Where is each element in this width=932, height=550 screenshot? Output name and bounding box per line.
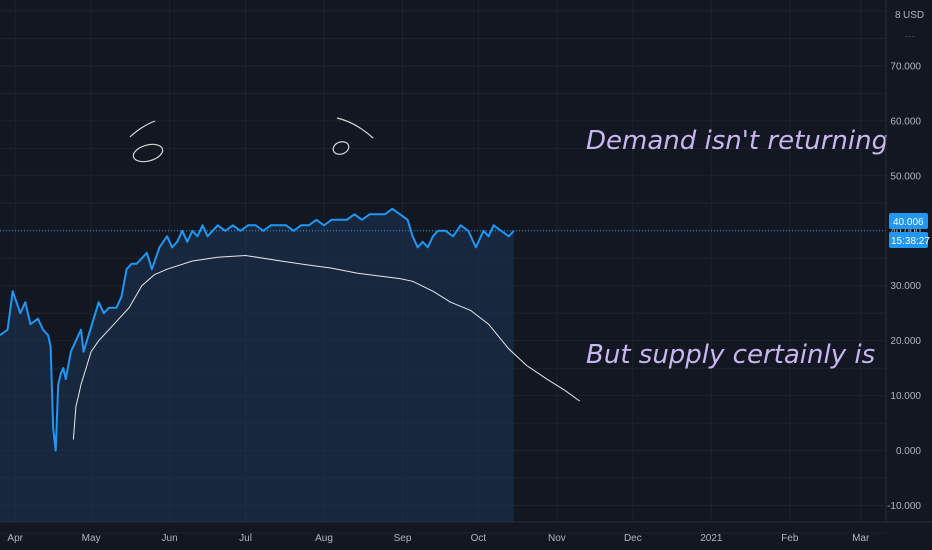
y-tick-label: 20.000 — [890, 336, 921, 347]
x-tick-label: Jun — [162, 533, 178, 544]
x-tick-label: May — [82, 533, 101, 544]
x-tick-label: Oct — [471, 533, 487, 544]
y-tick-label: 0.000 — [896, 446, 921, 457]
x-tick-label: Dec — [624, 533, 642, 544]
doodle-stroke-left — [129, 120, 156, 138]
doodle-stroke-right — [336, 117, 374, 139]
y-tick-label: 10.000 — [890, 391, 921, 402]
doodle-circle-right — [332, 141, 350, 155]
price-series-line — [0, 207, 515, 452]
last-price-badge: 40.006 — [889, 213, 928, 229]
x-tick-label: Aug — [315, 533, 333, 544]
last-price-value: 40.006 — [893, 217, 924, 228]
x-tick-label: Mar — [852, 533, 870, 544]
y-tick-label: 50.000 — [890, 171, 921, 182]
countdown-badge: 15:38:27 — [889, 232, 930, 248]
currency-prefix: 8 — [895, 10, 901, 21]
hand-drawn-doodles — [129, 117, 374, 163]
y-tick-label: 30.000 — [890, 281, 921, 292]
y-tick-label: 60.000 — [890, 116, 921, 127]
y-tick-label: 40.000 — [890, 226, 921, 237]
currency-label[interactable]: 8 USD — [895, 10, 924, 21]
last-price-badge-bg — [889, 213, 928, 229]
x-tick-label: 2021 — [700, 533, 723, 544]
more-options-icon[interactable]: ... — [905, 29, 916, 39]
x-tick-label: Feb — [781, 533, 799, 544]
currency-code: USD — [903, 10, 924, 21]
x-tick-label: Nov — [548, 533, 566, 544]
countdown-badge-bg — [889, 232, 928, 248]
y-tick-label: 70.000 — [890, 61, 921, 72]
x-tick-label: Apr — [7, 533, 23, 544]
annotation-demand: Demand isn't returning — [586, 126, 888, 156]
moving-average-line — [72, 254, 580, 440]
y-axis[interactable]: 70.000 60.000 50.000 40.000 30.000 20.000 10.0… — [887, 61, 921, 512]
x-tick-label: Sep — [394, 533, 412, 544]
countdown-value: 15:38:27 — [891, 236, 930, 247]
price-area-fill — [0, 208, 514, 523]
x-axis[interactable]: Apr May Jun Jul Aug Sep Oct Nov Dec 2021 Feb Mar — [7, 533, 870, 544]
y-tick-label: -10.000 — [887, 501, 921, 512]
annotation-supply: But supply certainly is — [586, 340, 875, 370]
doodle-circle-left — [132, 143, 164, 163]
x-tick-label: Jul — [239, 533, 252, 544]
